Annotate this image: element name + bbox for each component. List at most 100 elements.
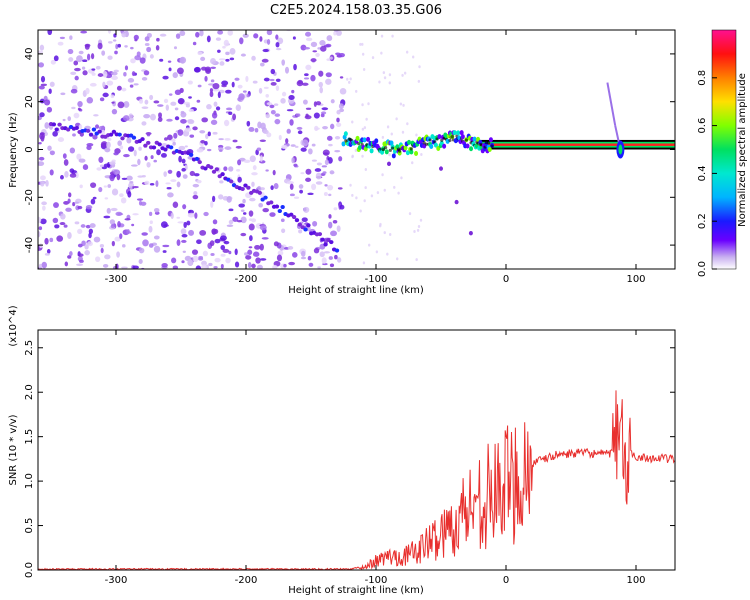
track-dot xyxy=(143,143,148,148)
track-dot xyxy=(208,165,214,170)
noise-dot xyxy=(162,250,167,253)
noise-dot xyxy=(141,232,148,236)
noise-dot xyxy=(361,127,365,131)
noise-dot xyxy=(315,181,323,185)
noise-dot xyxy=(69,251,73,257)
noise-dot xyxy=(256,264,263,269)
colorbar-label: Normalized spectral amplitude xyxy=(737,73,748,227)
noise-dot xyxy=(380,34,384,38)
noise-dot xyxy=(310,74,316,82)
main-dot xyxy=(486,141,491,145)
noise-dot xyxy=(78,259,84,263)
noise-dot xyxy=(91,72,96,76)
noise-dot xyxy=(220,263,224,269)
noise-dot xyxy=(153,159,157,163)
colorbar-tick-label: 0.2 xyxy=(697,213,708,229)
noise-dot xyxy=(371,56,375,60)
noise-dot xyxy=(67,255,72,259)
noise-dot xyxy=(196,99,201,103)
noise-dot xyxy=(49,81,55,87)
noise-dot xyxy=(204,140,208,146)
colorbar-tick-label: 0.0 xyxy=(697,261,708,277)
noise-dot xyxy=(312,220,318,227)
noise-dot xyxy=(131,223,135,227)
noise-dot xyxy=(128,113,133,119)
noise-dot xyxy=(210,79,215,83)
noise-dot xyxy=(38,156,45,161)
noise-dot xyxy=(405,50,409,54)
noise-dot xyxy=(177,129,184,136)
noise-dot xyxy=(208,83,215,86)
noise-dot xyxy=(286,128,291,134)
noise-dot xyxy=(111,108,118,115)
noise-dot xyxy=(363,199,366,203)
noise-dot xyxy=(40,83,48,87)
main-dot xyxy=(458,139,463,145)
noise-dot xyxy=(388,81,391,85)
noise-dot xyxy=(143,113,151,119)
noise-dot xyxy=(218,58,226,61)
noise-dot xyxy=(229,57,235,61)
noise-dot xyxy=(192,194,199,200)
noise-dot xyxy=(383,231,386,235)
noise-dot xyxy=(42,205,46,211)
noise-dot xyxy=(69,168,75,173)
noise-dot xyxy=(363,126,367,130)
noise-dot xyxy=(101,166,107,170)
noise-dot xyxy=(187,212,195,218)
noise-dot xyxy=(305,107,312,110)
x-tick-label: 100 xyxy=(626,575,645,586)
noise-dot xyxy=(110,207,118,212)
noise-dot xyxy=(157,104,164,107)
track-dot xyxy=(131,135,137,140)
colorbar-ticks: 0.0 0.2 0.4 0.6 0.8 xyxy=(697,70,717,277)
noise-dot xyxy=(362,261,366,265)
noise-dot xyxy=(174,89,182,96)
noise-dot xyxy=(276,254,283,262)
track-dot xyxy=(294,218,300,223)
noise-dot xyxy=(321,107,329,111)
noise-dot xyxy=(401,73,404,77)
noise-dot xyxy=(143,70,150,76)
noise-dot xyxy=(305,37,313,42)
main-dot xyxy=(405,150,410,156)
noise-dot xyxy=(192,41,197,46)
noise-dot xyxy=(163,171,167,177)
noise-dot xyxy=(272,264,278,269)
noise-dot xyxy=(288,261,296,266)
noise-dot xyxy=(349,183,352,187)
noise-dot xyxy=(337,187,343,190)
noise-dot xyxy=(46,106,53,113)
track-dot xyxy=(85,128,91,133)
x-tick-label: -100 xyxy=(365,274,388,285)
noise-dot xyxy=(86,96,94,104)
track-dot xyxy=(269,200,274,205)
noise-dot xyxy=(117,101,125,109)
noise-dot xyxy=(311,143,316,147)
noise-dot xyxy=(215,37,222,41)
noise-dot xyxy=(104,197,109,200)
main-dot xyxy=(366,136,371,142)
main-dot xyxy=(429,143,434,149)
noise-dot xyxy=(78,158,86,163)
track-dot xyxy=(88,132,94,137)
noise-dot xyxy=(97,73,104,77)
noise-dot xyxy=(315,52,320,58)
noise-dot xyxy=(239,37,244,45)
noise-dot xyxy=(397,191,400,195)
noise-dot xyxy=(77,100,83,108)
noise-dot xyxy=(117,43,122,48)
noise-dot xyxy=(234,77,240,81)
noise-dot xyxy=(180,118,187,124)
noise-dot xyxy=(243,159,251,164)
noise-dot xyxy=(74,172,79,179)
y-tick-label: -20 xyxy=(24,189,35,205)
noise-dot xyxy=(333,207,338,211)
noise-dot xyxy=(249,197,256,202)
chart-title: C2E5.2024.158.03.35.G06 xyxy=(270,3,442,18)
noise-dot xyxy=(217,30,224,35)
noise-dot xyxy=(40,175,46,181)
main-dot xyxy=(484,140,488,145)
noise-dot xyxy=(96,167,102,171)
track-dot xyxy=(277,209,282,214)
